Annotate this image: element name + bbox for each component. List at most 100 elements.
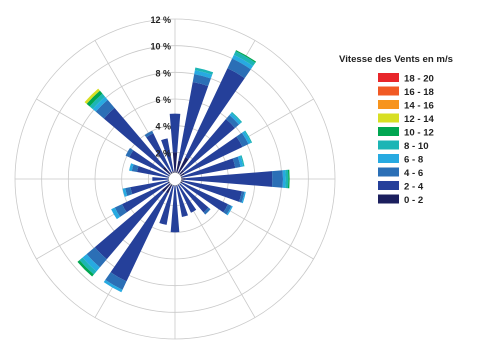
sector-45-bin-4-6 [225, 114, 240, 129]
legend-swatch [378, 127, 399, 136]
sector-105-bin-6-8 [241, 191, 246, 204]
sector-120-bin-2-4 [181, 182, 229, 213]
center-circle [168, 172, 182, 186]
legend-label: 6 - 8 [404, 155, 424, 166]
sector-30-bin-10-12 [235, 50, 257, 63]
sector-90-bin-2-4 [185, 171, 273, 187]
sector-90-bin-4-6 [272, 170, 284, 188]
sector-270-bin-2-4 [152, 177, 172, 181]
radial-tick-label: 2 % [155, 148, 171, 158]
sector-210-bin-4-6 [105, 272, 127, 290]
sector-210 [103, 179, 175, 293]
legend-label: 18 - 20 [404, 74, 434, 85]
radial-tick-label: 6 % [155, 95, 171, 105]
sector-120-bin-4-6 [223, 204, 232, 215]
sector-60-bin-4-6 [236, 132, 249, 148]
sector-210-bin-6-8 [103, 279, 123, 293]
legend-label: 0 - 2 [404, 195, 423, 206]
sector-315-bin-8-10 [89, 93, 106, 110]
sector-240 [111, 179, 175, 220]
sector-210-bin-2-4 [110, 192, 169, 282]
center-hub [168, 172, 182, 186]
legend-label: 4 - 6 [404, 168, 423, 179]
wind-sectors [77, 50, 290, 293]
sector-120-bin-6-8 [226, 205, 233, 216]
legend-swatch [378, 181, 399, 190]
sector-30-bin-8-10 [233, 51, 256, 67]
sector-135-bin-2-4 [179, 183, 209, 213]
sector-225-bin-4-6 [86, 247, 107, 268]
sector-0 [169, 113, 181, 179]
sector-225-bin-6-8 [82, 254, 100, 272]
sector-315-bin-10-12 [86, 90, 103, 107]
sector-45-bin-6-8 [229, 112, 242, 125]
sector-90-bin-10-12 [287, 169, 290, 189]
sector-30-bin-4-6 [227, 58, 251, 79]
sector-315-bin-2-4 [103, 107, 165, 169]
sector-285-bin-4-6 [131, 164, 139, 173]
sector-225-bin-10-12 [77, 260, 94, 277]
sector-315-bin-6-8 [92, 96, 108, 112]
sector-75 [175, 155, 245, 179]
sector-240-bin-2-4 [121, 182, 169, 213]
sector-315 [84, 88, 175, 179]
sector-0-bin-2-4 [169, 113, 181, 153]
sector-105-bin-2-4 [183, 180, 242, 202]
radial-tick-label: 8 % [155, 68, 171, 78]
sector-45-bin-2-4 [182, 119, 235, 172]
sector-90 [175, 169, 290, 189]
legend-swatch [378, 86, 399, 96]
sector-255-bin-4-6 [125, 187, 133, 197]
legend-swatch [378, 73, 399, 82]
sector-60-bin-6-8 [241, 131, 251, 145]
sector-15-bin-6-8 [194, 70, 213, 79]
sector-240-bin-4-6 [114, 204, 127, 217]
sector-285-bin-2-4 [136, 165, 170, 179]
sector-60-bin-8-10 [244, 130, 253, 144]
sector-315-bin-12-14 [84, 88, 100, 104]
sector-75-bin-8-10 [240, 155, 245, 167]
radial-tick-label: 4 % [155, 122, 171, 132]
sector-75-bin-2-4 [182, 158, 236, 178]
legend-swatch [378, 140, 399, 150]
sector-150-bin-2-4 [177, 184, 197, 213]
legend-label: 2 - 4 [404, 182, 424, 193]
sector-300-bin-4-6 [125, 147, 134, 158]
legend-label: 10 - 12 [404, 128, 434, 139]
sector-225-bin-2-4 [94, 190, 164, 260]
legend-swatch [378, 113, 399, 123]
sector-225 [77, 179, 175, 277]
sector-225-bin-8-10 [79, 257, 97, 275]
sector-0-bin-0-2 [172, 152, 178, 179]
legend-label: 14 - 16 [404, 101, 434, 112]
sector-105-bin-4-6 [239, 191, 245, 203]
sector-90-bin-8-10 [285, 169, 289, 189]
legend-swatch [378, 154, 399, 163]
sector-45-bin-8-10 [231, 111, 243, 123]
sector-180-bin-2-4 [170, 185, 180, 233]
legend-label: 16 - 18 [404, 87, 435, 98]
legend-label: 8 - 10 [404, 141, 429, 152]
sector-30-bin-2-4 [185, 68, 245, 160]
sector-75-bin-6-8 [237, 155, 244, 168]
sector-60-bin-2-4 [183, 136, 243, 175]
sector-300-bin-2-4 [129, 150, 170, 177]
sector-30 [175, 50, 257, 179]
sector-75-bin-4-6 [232, 156, 241, 168]
sector-135-bin-4-6 [203, 207, 211, 215]
legend-swatch [378, 100, 399, 109]
sector-285-bin-6-8 [129, 163, 134, 172]
legend-label: 12 - 14 [404, 114, 435, 125]
legend-swatch [378, 194, 399, 204]
sector-15-bin-4-6 [192, 74, 211, 87]
sector-330-bin-2-4 [146, 133, 172, 173]
radial-tick-label: 10 % [150, 42, 171, 52]
sector-255 [122, 179, 175, 197]
sector-255-bin-2-4 [130, 179, 170, 195]
sector-240-bin-6-8 [111, 207, 121, 220]
sector-255-bin-6-8 [122, 188, 128, 197]
sector-345-bin-2-4 [161, 138, 174, 172]
radial-tick-label: 12 % [150, 15, 171, 25]
